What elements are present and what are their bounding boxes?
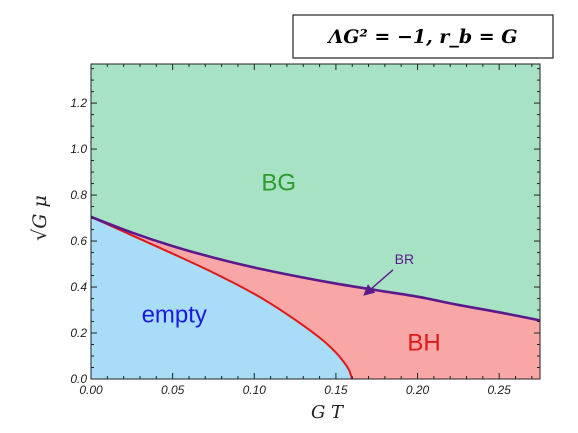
region-bg bbox=[91, 64, 540, 321]
br-arrow bbox=[363, 269, 394, 296]
br-curve bbox=[90, 215, 541, 322]
axis-ticks bbox=[90, 64, 540, 380]
x-tick-label: 0.25 bbox=[488, 383, 512, 397]
y-tick-label: 1.0 bbox=[70, 142, 87, 156]
tick-labels: 0.00 0.05 0.10 0.15 0.20 0.25 0.0 0.2 0.4 0.6 0.8 1… bbox=[70, 96, 511, 397]
curves bbox=[90, 215, 541, 380]
regions bbox=[91, 64, 540, 379]
region-label-empty: empty bbox=[142, 302, 207, 329]
y-tick-label: 0.4 bbox=[70, 280, 87, 294]
bh-boundary-curve bbox=[90, 215, 354, 380]
region-label-bh: BH bbox=[407, 329, 440, 356]
y-axis-title: √G μ bbox=[29, 195, 51, 241]
x-tick-label: 0.20 bbox=[406, 383, 430, 397]
region-label-bg: BG bbox=[261, 169, 296, 196]
x-tick-label: 0.15 bbox=[324, 383, 348, 397]
plot-frame bbox=[90, 63, 541, 380]
parameter-box-frame bbox=[292, 14, 554, 59]
y-tick-label: 0.0 bbox=[70, 372, 87, 386]
br-annotation: BR bbox=[363, 251, 414, 296]
y-tick-label: 0.6 bbox=[70, 234, 87, 248]
x-tick-label: 0.05 bbox=[161, 383, 185, 397]
x-tick-label: 0.10 bbox=[243, 383, 267, 397]
y-tick-label: 0.8 bbox=[70, 188, 87, 202]
br-label: BR bbox=[395, 251, 414, 267]
region-empty bbox=[91, 216, 353, 379]
x-tick-label: 0.00 bbox=[79, 383, 103, 397]
y-tick-label: 1.2 bbox=[70, 96, 87, 110]
parameter-text: ΛG² = −1, r_b = G bbox=[327, 26, 518, 48]
x-axis-title: G T bbox=[311, 402, 345, 423]
parameter-box: ΛG² = −1, r_b = G bbox=[292, 14, 554, 59]
region-bh bbox=[91, 216, 540, 379]
y-tick-label: 0.2 bbox=[70, 326, 87, 340]
